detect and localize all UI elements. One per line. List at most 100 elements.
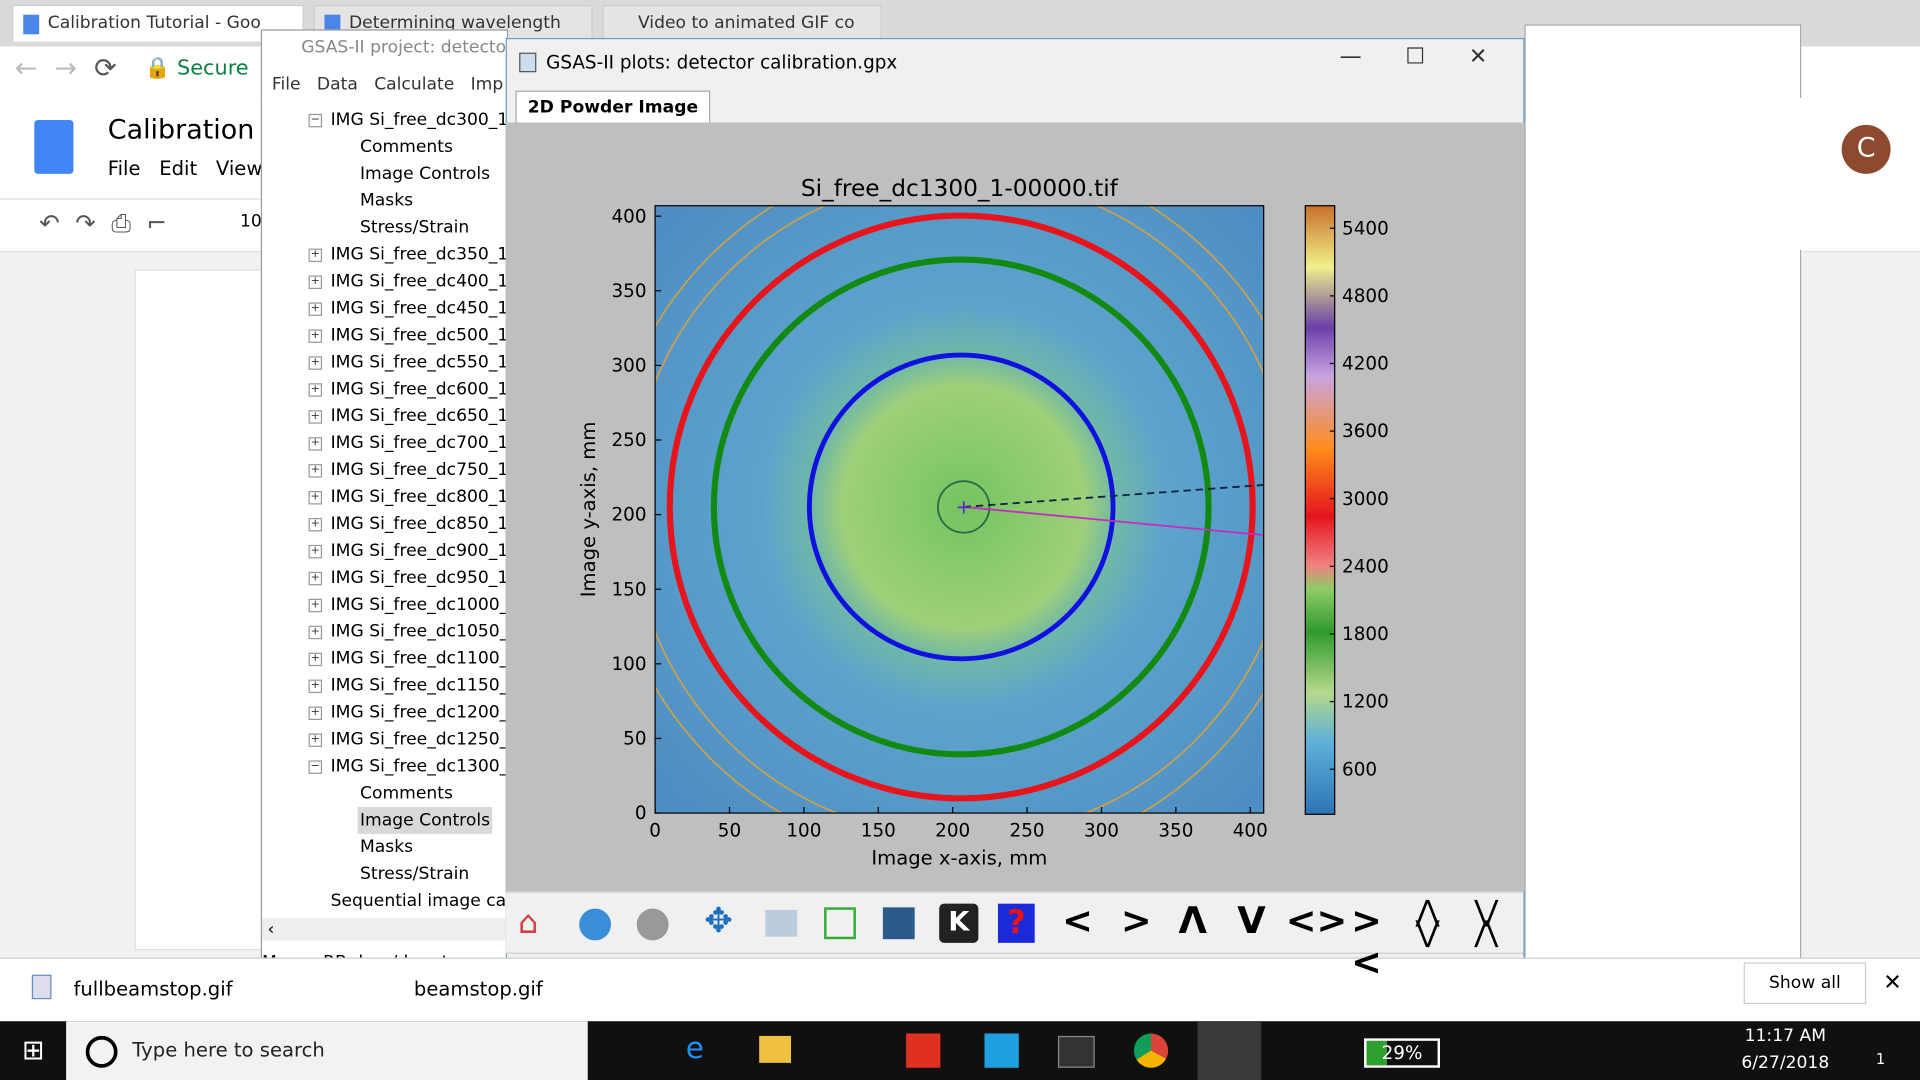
tree-item[interactable]: IMG Si_free_dc550_1-0 [330,352,506,373]
toolbar-button[interactable]: Λ [1178,900,1207,943]
tree-expander[interactable]: + [308,356,323,370]
browser-tab[interactable]: Video to animated GIF co [602,4,882,42]
tree-item[interactable]: IMG Si_free_dc850_1-0 [330,514,506,534]
tree-item[interactable]: IMG Si_free_dc1000_1- [330,595,506,615]
help-button[interactable]: ? [997,903,1035,943]
clock-time[interactable]: 11:17 AM [1744,1026,1826,1046]
tree-child[interactable]: Masks [360,191,414,211]
tree-expander[interactable]: + [308,598,323,613]
zoom-button[interactable] [765,909,798,937]
tree-child[interactable]: Masks [360,837,414,858]
search-box[interactable]: Type here to search [66,1021,588,1080]
tree-item[interactable]: IMG Si_free_dc1250_1- [330,729,506,750]
menu-item[interactable]: View [215,156,263,180]
menu-item[interactable]: Edit [159,156,198,180]
nav-buttons[interactable]: ← → ⟳ [14,53,117,85]
tree-expander[interactable]: + [308,410,323,424]
tree-item[interactable]: IMG Si_free_dc650_1-0 [330,406,506,427]
toolbar-button[interactable]: > [1120,900,1152,943]
tree-item[interactable]: IMG Si_free_dc700_1-0 [330,433,506,454]
tree-child[interactable]: Comments [360,137,453,157]
tree-expander[interactable]: + [308,679,323,694]
tree-item[interactable]: IMG Si_free_dc450_1-0 [330,298,506,319]
tree-item[interactable]: IMG Si_free_dc800_1-0 [330,487,506,507]
download-item[interactable]: fullbeamstop.gif [73,977,233,1001]
tree-expander[interactable]: + [308,625,323,640]
active-app[interactable] [1197,1021,1262,1080]
battery[interactable]: 29% [1364,1038,1440,1068]
menu-item[interactable]: Data [316,74,358,95]
menu-item[interactable]: File [107,156,141,180]
menu-item[interactable]: File [271,74,301,95]
shrink-button[interactable]: ⋁ ⋀ [1474,893,1499,949]
app-icon[interactable] [906,1033,941,1068]
download-item[interactable]: beamstop.gif [413,977,543,1001]
tree-item[interactable]: Sequential image calib [330,891,506,912]
edge-icon[interactable]: e [685,1031,704,1066]
tree-item[interactable]: IMG Si_free_dc1050_1- [330,622,506,642]
tree-expander[interactable]: + [308,383,323,397]
tree-item[interactable]: IMG Si_free_dc1150_1- [330,675,506,696]
configure-button[interactable] [824,907,856,940]
terminal-icon[interactable] [1057,1035,1095,1068]
tree-expander[interactable]: + [308,652,323,667]
start-button[interactable]: ⊞ [22,1035,45,1067]
tree-expander[interactable]: + [308,329,323,343]
tree-item[interactable]: IMG Si_free_dc400_1-0 [330,271,506,292]
tree-item[interactable]: IMG Si_free_dc300_1-0 [330,110,506,130]
expand-button[interactable]: ⋀ ⋁ [1415,893,1440,949]
tree-expander[interactable]: + [308,517,323,532]
tree-expander[interactable]: + [308,491,323,505]
menu-item[interactable]: Imp [470,74,504,95]
tree-item[interactable]: IMG Si_free_dc1300_1- [330,756,506,777]
tree-item[interactable]: IMG Si_free_dc950_1-0 [330,568,506,588]
tree-expander[interactable]: − [308,113,323,128]
tree-child[interactable]: Image Controls [357,806,493,834]
back-button[interactable] [579,908,612,941]
explorer-icon[interactable] [759,1035,792,1063]
menu-item[interactable]: Calculate [374,74,455,95]
toolbar-button[interactable]: V [1237,900,1266,943]
tree-expander[interactable]: + [308,248,323,263]
tree-expander[interactable]: + [308,437,323,451]
tree-expander[interactable]: + [308,302,323,316]
home-button[interactable]: ⌂ [517,904,539,942]
show-all-button[interactable]: Show all [1743,962,1867,1005]
toolbar-button[interactable]: >< [1351,900,1382,985]
tree-expander[interactable]: + [308,275,323,289]
tree-child[interactable]: Stress/Strain [360,864,470,885]
tree-item[interactable]: IMG Si_free_dc900_1-0 [330,541,506,561]
docs-tools[interactable]: ↶ ↷ ⎙ ⌐ [39,208,168,238]
tree-child[interactable]: Image Controls [360,164,491,184]
tree-child[interactable]: Stress/Strain [360,217,470,238]
tree-item[interactable]: IMG Si_free_dc1100_1- [330,648,506,669]
clock-date[interactable]: 6/27/2018 [1741,1053,1830,1073]
plot-tab[interactable]: 2D Powder Image [515,90,711,124]
tree-expander[interactable]: + [308,733,323,747]
tree-expander[interactable]: + [308,464,323,478]
toolbar-button[interactable]: <> [1285,900,1348,943]
window-controls[interactable]: — ☐ ✕ [1339,44,1488,70]
tree-expander[interactable]: + [308,544,323,559]
save-button[interactable] [882,907,915,940]
tree-item[interactable]: IMG Si_free_dc600_1-0 [330,379,506,400]
close-downloads[interactable]: ✕ [1883,969,1902,996]
scrollbar[interactable]: ‹ [262,918,506,941]
chrome-icon[interactable] [1133,1033,1169,1068]
notification-count[interactable]: 1 [1875,1050,1886,1068]
tree-expander[interactable]: + [308,706,323,720]
tree-expander[interactable]: − [308,760,323,774]
tree-item[interactable]: IMG Si_free_dc1200_1- [330,702,506,723]
tree-item[interactable]: IMG Si_free_dc750_1-0 [330,460,506,480]
avatar[interactable]: C [1841,124,1891,174]
tree-expander[interactable]: + [308,571,323,586]
key-button[interactable]: K [939,903,979,943]
browser-tab[interactable]: Calibration Tutorial - Goo [12,4,304,42]
toolbar-button[interactable]: < [1062,900,1093,943]
tree-child[interactable]: Comments [360,783,453,804]
app-icon[interactable] [984,1033,1019,1068]
tree-item[interactable]: IMG Si_free_dc500_1-0 [330,325,506,346]
tree-item[interactable]: IMG Si_free_dc350_1-0 [330,244,506,265]
forward-button[interactable] [636,908,669,941]
pan-button[interactable]: ✥ [704,900,733,941]
